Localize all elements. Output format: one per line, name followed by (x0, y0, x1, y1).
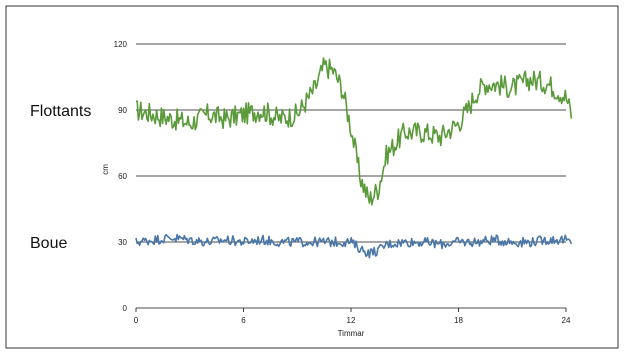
y-axis-title: cm (101, 164, 110, 175)
x-tick-label: 6 (241, 316, 246, 325)
y-tick-label: 120 (114, 40, 128, 49)
x-tick-label: 18 (454, 316, 463, 325)
series-layer (135, 57, 573, 259)
chart-border (5, 5, 619, 349)
y-tick-label: 90 (118, 106, 127, 115)
y-tick-label: 30 (118, 238, 127, 247)
series-line-0 (135, 57, 573, 206)
series-category-label: Boue (30, 235, 67, 252)
series-line-1 (135, 233, 573, 259)
x-axis-title: Timmar (338, 329, 365, 338)
series-category-label: Flottants (30, 103, 91, 120)
x-tick-label: 0 (134, 316, 139, 325)
y-tick-label: 60 (118, 172, 127, 181)
x-tick-label: 24 (562, 316, 571, 325)
x-tick-label: 12 (347, 316, 356, 325)
y-tick-label: 0 (123, 304, 128, 313)
axis-layer: 0 30 60 90 120 0 6 12 18 24 Timmar cm (101, 40, 571, 338)
label-layer: Flottants Boue (30, 103, 91, 252)
